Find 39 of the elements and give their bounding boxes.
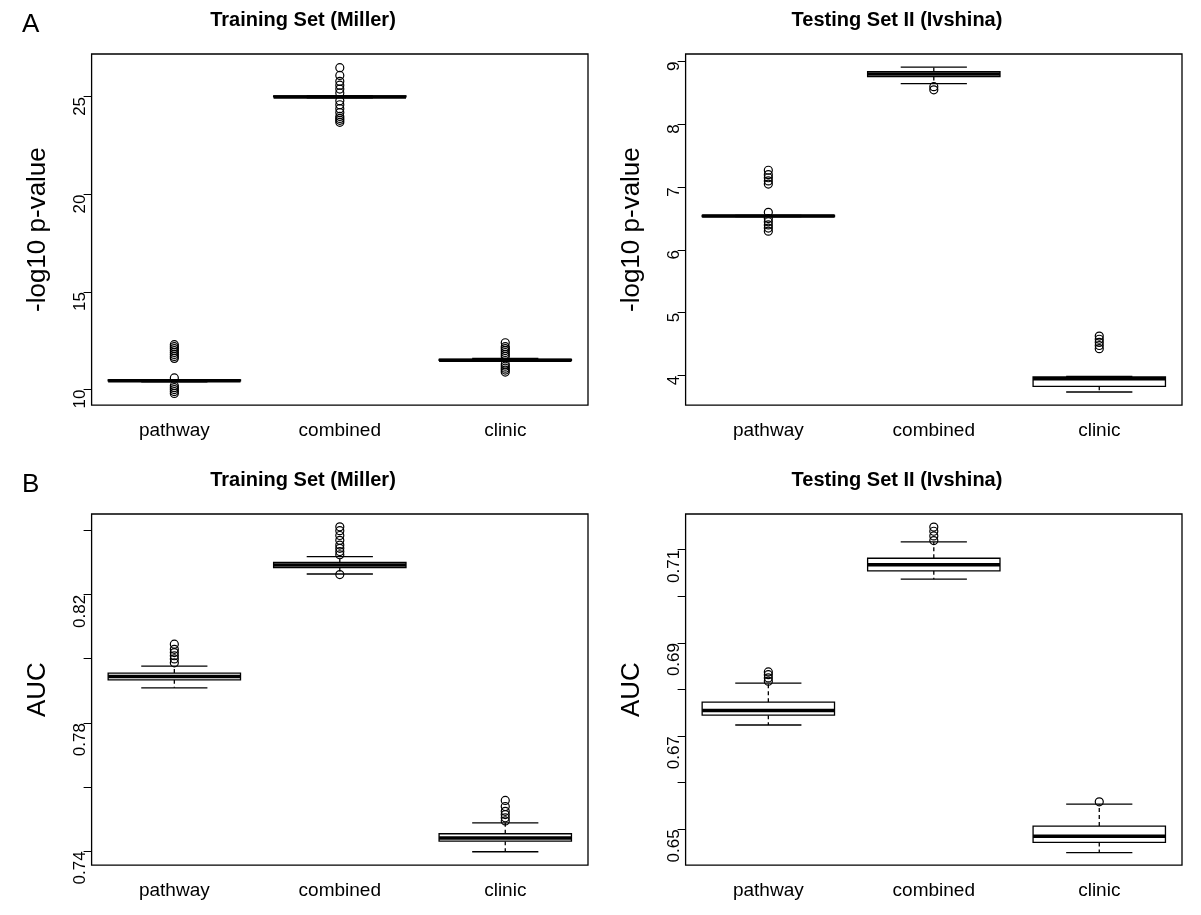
y-tick-label: 15 <box>70 292 90 311</box>
x-tick-label: clinic <box>484 878 527 900</box>
x-tick-label: clinic <box>484 418 527 440</box>
y-tick-label: 0.65 <box>664 829 684 863</box>
x-tick-label: pathway <box>138 418 211 440</box>
y-tick-label: 0.74 <box>70 851 90 885</box>
y-axis-title: -log10 p-value <box>614 147 645 312</box>
y-tick-label: 0.78 <box>70 723 90 757</box>
text: A <box>22 8 40 39</box>
y-tick-label: 25 <box>70 96 90 116</box>
x-tick-label: combined <box>892 418 975 440</box>
y-axis-title: AUC <box>614 662 645 718</box>
y-axis-title: AUC <box>20 662 51 718</box>
x-tick-label: pathway <box>732 418 805 440</box>
chart-title: Training Set (Miller) <box>210 7 396 30</box>
y-tick-label: 10 <box>70 389 90 409</box>
x-tick-label: clinic <box>1078 418 1121 440</box>
x-tick-label: pathway <box>732 878 805 900</box>
x-tick-label: combined <box>298 418 381 440</box>
y-tick-label: 0.67 <box>664 736 684 770</box>
y-tick-label: 5 <box>664 312 684 323</box>
x-tick-label: combined <box>298 878 381 900</box>
y-tick-label: 8 <box>664 124 684 134</box>
x-tick-label: combined <box>892 878 975 900</box>
chart-title: Testing Set II (Ivshina) <box>791 7 1003 30</box>
text: B <box>22 468 40 499</box>
y-tick-label: 9 <box>664 61 684 72</box>
chart-title: Testing Set II (Ivshina) <box>791 467 1003 490</box>
y-tick-label: 4 <box>664 375 684 386</box>
y-tick-label: 0.69 <box>664 643 684 677</box>
y-axis-title: -log10 p-value <box>20 147 51 312</box>
y-tick-label: 0.71 <box>664 549 684 583</box>
y-tick-label: 20 <box>70 194 90 214</box>
x-tick-label: pathway <box>138 878 211 900</box>
x-tick-label: clinic <box>1078 878 1121 900</box>
chart-title: Training Set (Miller) <box>210 467 396 490</box>
y-tick-label: 0.82 <box>70 594 90 628</box>
y-tick-label: 7 <box>664 187 684 197</box>
y-tick-label: 6 <box>664 250 684 260</box>
